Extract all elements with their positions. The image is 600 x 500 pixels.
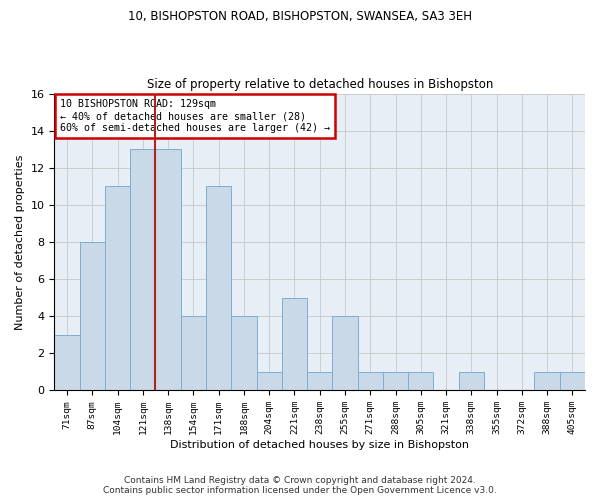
Y-axis label: Number of detached properties: Number of detached properties <box>15 154 25 330</box>
Bar <box>155 149 181 390</box>
Title: Size of property relative to detached houses in Bishopston: Size of property relative to detached ho… <box>146 78 493 91</box>
Bar <box>231 316 257 390</box>
X-axis label: Distribution of detached houses by size in Bishopston: Distribution of detached houses by size … <box>170 440 469 450</box>
Bar <box>560 372 585 390</box>
Bar <box>535 372 560 390</box>
Text: 10 BISHOPSTON ROAD: 129sqm
← 40% of detached houses are smaller (28)
60% of semi: 10 BISHOPSTON ROAD: 129sqm ← 40% of deta… <box>60 100 330 132</box>
Bar <box>332 316 358 390</box>
Bar <box>80 242 105 390</box>
Bar <box>206 186 231 390</box>
Bar <box>358 372 383 390</box>
Bar <box>307 372 332 390</box>
Bar <box>181 316 206 390</box>
Bar <box>55 334 80 390</box>
Bar <box>130 149 155 390</box>
Bar <box>282 298 307 390</box>
Text: Contains HM Land Registry data © Crown copyright and database right 2024.
Contai: Contains HM Land Registry data © Crown c… <box>103 476 497 495</box>
Bar <box>383 372 408 390</box>
Bar <box>408 372 433 390</box>
Text: 10, BISHOPSTON ROAD, BISHOPSTON, SWANSEA, SA3 3EH: 10, BISHOPSTON ROAD, BISHOPSTON, SWANSEA… <box>128 10 472 23</box>
Bar <box>257 372 282 390</box>
Bar <box>105 186 130 390</box>
Bar <box>458 372 484 390</box>
